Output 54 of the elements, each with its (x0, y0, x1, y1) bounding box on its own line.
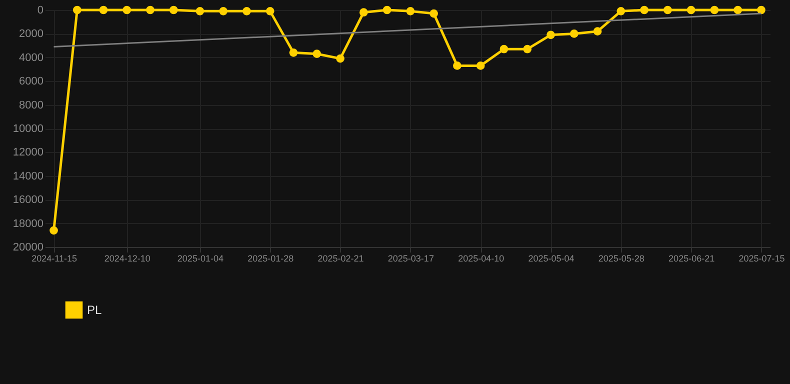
x-tick-label: 2025-06-21 (668, 254, 715, 264)
point (169, 6, 178, 14)
x-tick-label: 2025-05-04 (528, 254, 574, 264)
point (734, 6, 742, 14)
point (50, 226, 58, 235)
x-tick-label: 2025-03-17 (388, 254, 434, 264)
point (640, 6, 648, 14)
point (312, 50, 322, 58)
x-tick-label: 2025-07-15 (738, 254, 785, 264)
y-tick-label: 8000 (19, 99, 44, 112)
point (476, 62, 485, 70)
x-tick-label: 2025-01-28 (248, 254, 294, 264)
x-tick-label: 2025-01-04 (177, 254, 224, 264)
point (500, 44, 508, 54)
legend-label: PL (87, 303, 102, 317)
point (430, 9, 438, 18)
y-tick-label: 12000 (12, 146, 44, 159)
x-tick-label: 2024-12-10 (104, 254, 150, 264)
point (99, 6, 108, 14)
y-tick-label: 10000 (12, 123, 44, 135)
point (523, 44, 532, 54)
point (336, 54, 344, 63)
point (359, 8, 368, 17)
point (196, 7, 204, 16)
y-tick-label: 0 (37, 4, 44, 16)
x-tick-label: 2024-11-15 (32, 254, 77, 264)
x-tick-label: 2025-02-21 (318, 254, 364, 264)
point (757, 6, 766, 14)
point (453, 62, 462, 70)
point (122, 6, 132, 14)
point (546, 30, 555, 40)
y-tick-label: 2000 (19, 28, 44, 40)
point (616, 7, 626, 16)
point (570, 30, 578, 38)
point (266, 7, 274, 16)
point (289, 48, 298, 57)
y-tick-label: 14000 (12, 170, 44, 182)
point (710, 6, 719, 14)
point (72, 6, 82, 14)
y-tick-label: 6000 (19, 76, 44, 88)
y-tick-label: 18000 (12, 218, 44, 230)
point (664, 6, 672, 14)
point (593, 27, 602, 36)
point (219, 7, 228, 16)
point (406, 7, 415, 16)
point (242, 7, 251, 16)
point (686, 6, 696, 14)
y-tick-label: 16000 (12, 194, 44, 206)
point (382, 6, 392, 14)
y-tick-label: 4000 (19, 52, 44, 64)
point (146, 6, 154, 14)
x-tick-label: 2025-05-28 (598, 254, 644, 264)
x-tick-label: 2025-04-10 (458, 254, 504, 264)
y-tick-label: 20000 (12, 242, 44, 254)
